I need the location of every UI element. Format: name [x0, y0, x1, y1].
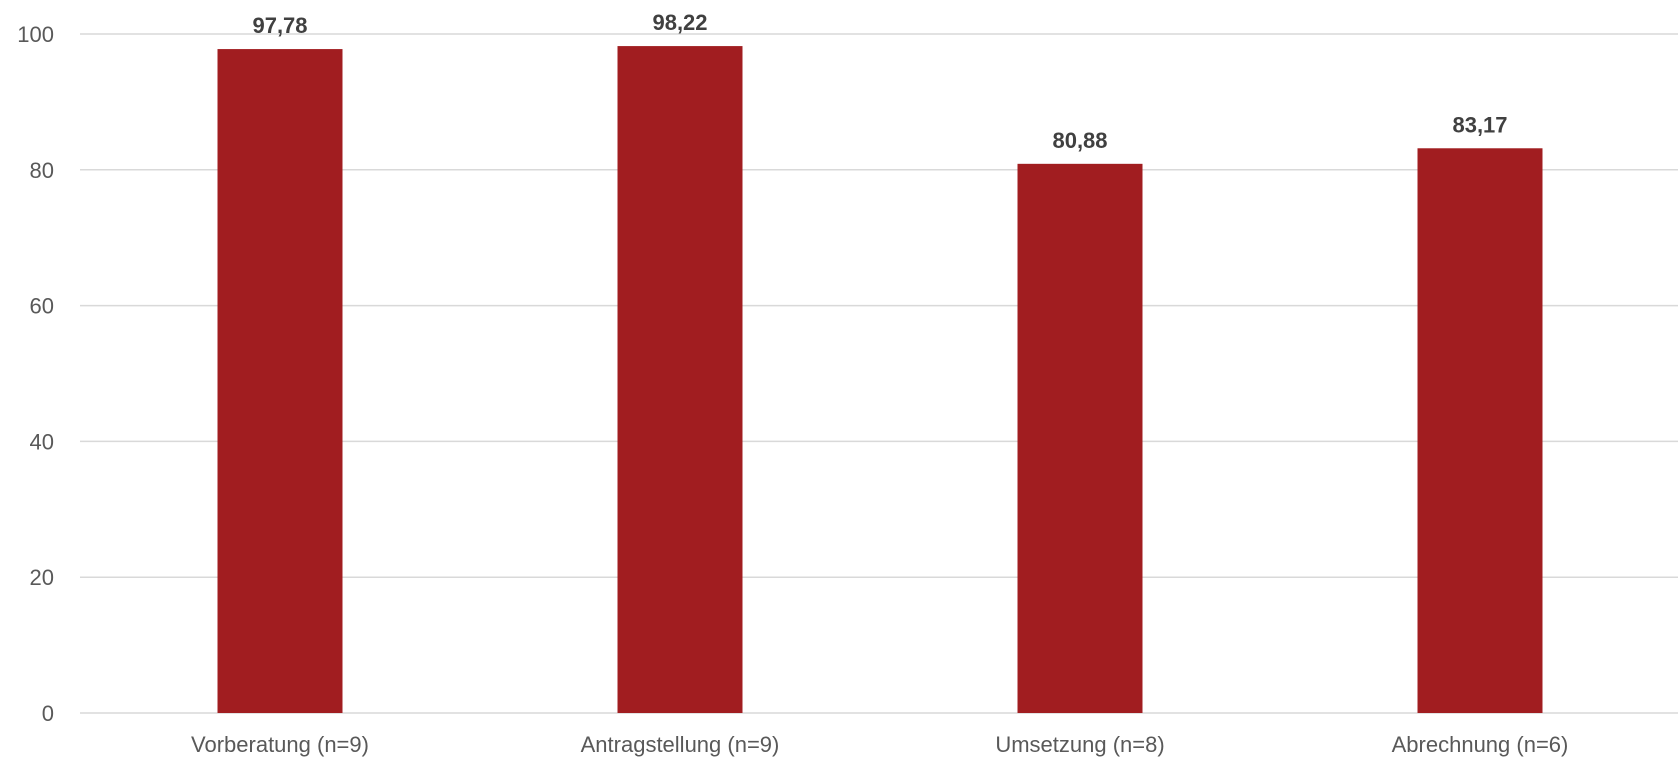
bar [217, 49, 343, 714]
category-label: Umsetzung (n=8) [995, 732, 1164, 757]
bar [617, 46, 743, 714]
bar [1417, 148, 1543, 713]
category-label: Antragstellung (n=9) [581, 732, 780, 757]
data-label: 97,78 [252, 13, 307, 38]
data-label: 83,17 [1452, 112, 1507, 137]
y-tick-label: 0 [42, 701, 54, 726]
gridlines [80, 33, 1678, 714]
data-label: 80,88 [1052, 128, 1107, 153]
y-axis-ticks: 0 20 40 60 80 100 [17, 22, 54, 726]
category-label: Abrechnung (n=6) [1392, 732, 1569, 757]
y-tick-label: 80 [30, 158, 54, 183]
category-label: Vorberatung (n=9) [191, 732, 369, 757]
y-tick-label: 100 [17, 22, 54, 47]
data-label: 98,22 [652, 10, 707, 35]
x-axis-categories: Vorberatung (n=9) Antragstellung (n=9) Ums… [191, 732, 1568, 757]
data-labels: 97,78 98,22 80,88 83,17 [252, 10, 1507, 153]
y-tick-label: 60 [30, 294, 54, 319]
y-tick-label: 40 [30, 429, 54, 454]
y-tick-label: 20 [30, 565, 54, 590]
bar [1017, 163, 1143, 713]
bars [217, 46, 1543, 714]
